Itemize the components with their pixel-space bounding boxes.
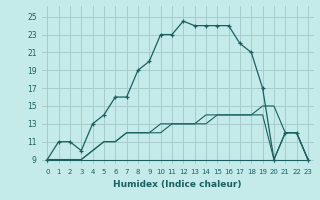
X-axis label: Humidex (Indice chaleur): Humidex (Indice chaleur) — [113, 180, 242, 189]
